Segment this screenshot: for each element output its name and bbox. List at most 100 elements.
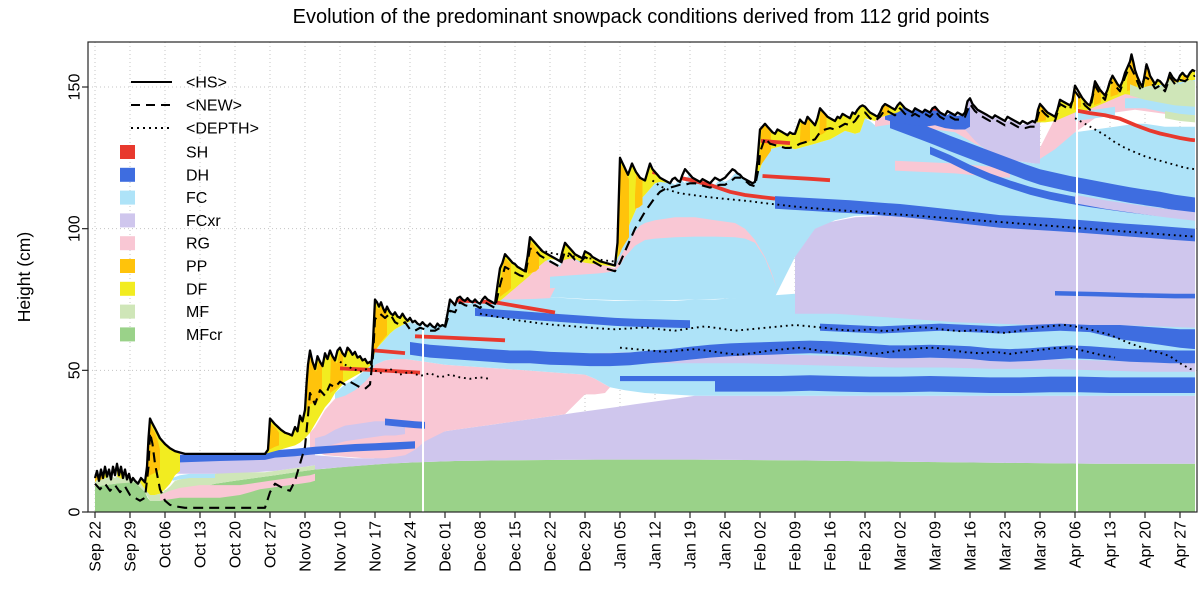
region-pp-g11 <box>800 118 810 146</box>
region-dh-top-mar <box>885 104 970 130</box>
legend-label: DF <box>186 281 208 298</box>
legend-swatch-MFcr <box>120 327 135 342</box>
x-tick-label: Jan 05 <box>613 521 630 569</box>
x-tick-label: Apr 27 <box>1173 521 1190 568</box>
x-tick-label: Nov 03 <box>298 521 315 572</box>
region-dh-h8 <box>475 308 690 329</box>
region-pp-g8 <box>618 163 629 257</box>
legend-swatch-DF <box>120 281 135 296</box>
region-pp-g2 <box>269 422 279 450</box>
region-mf-sep <box>95 465 315 501</box>
region-dh-band-y <box>775 196 1195 242</box>
legend-swatch-SH <box>120 145 135 159</box>
legend-label: DH <box>186 167 209 184</box>
y-tick-label: 100 <box>67 215 84 242</box>
legend-swatch-PP <box>120 259 135 273</box>
x-tick-label: Mar 23 <box>998 521 1015 571</box>
legend-label: MFcr <box>186 327 223 344</box>
x-tick-label: Mar 16 <box>963 521 980 571</box>
region-pp-g9 <box>635 170 643 209</box>
legend-swatch-FCxr <box>120 213 135 228</box>
legend: <HS> <NEW> <DEPTH> SH DH FC FCxr RG PP DF MF MFcr <box>120 75 259 344</box>
legend-label: PP <box>186 259 207 276</box>
x-tick-label: Nov 10 <box>333 521 350 572</box>
legend-label: <DEPTH> <box>186 121 259 138</box>
x-tick-label: Oct 27 <box>263 521 280 568</box>
y-tick-label: 50 <box>67 361 84 379</box>
region-dh-band-x <box>890 112 1195 214</box>
x-tick-label: Sep 22 <box>88 521 105 572</box>
x-tick-label: Dec 15 <box>508 521 525 572</box>
region-pp-g3 <box>307 354 322 416</box>
x-tick-label: Dec 22 <box>543 521 560 572</box>
region-dh-h6 <box>385 418 425 429</box>
x-tick-label: Feb 23 <box>858 521 875 571</box>
region-lav-streak-apr <box>1075 194 1195 221</box>
region-pp-g17 <box>1110 76 1119 97</box>
x-tick-label: Apr 20 <box>1138 521 1155 568</box>
legend-swatch-RG <box>120 236 135 251</box>
axes: Sep 22 Sep 29 Oct 06 Oct 13 Oct 20 Oct 27 Nov … <box>14 41 1198 572</box>
region-lav-main <box>315 395 1195 470</box>
x-tick-label: Dec 01 <box>438 521 455 572</box>
region-dh-h5 <box>170 441 415 463</box>
x-tick-label: Mar 02 <box>893 521 910 571</box>
legend-swatch-MF <box>120 304 135 319</box>
depth-line-3 <box>619 346 1116 359</box>
legend-label: FC <box>186 190 207 207</box>
hs-line <box>93 53 1196 485</box>
region-cyan-streak-dec <box>550 238 775 289</box>
x-tick-label: Sep 29 <box>123 521 140 572</box>
x-tick-label: Jan 19 <box>683 521 700 569</box>
x-tick-label: Oct 13 <box>193 521 210 568</box>
legend-label: <NEW> <box>186 98 242 115</box>
sh-layer-7 <box>760 138 791 145</box>
x-tick-label: Jan 12 <box>648 521 665 569</box>
region-mf-apr-1 <box>1130 79 1195 107</box>
depth-line-1 <box>339 360 491 380</box>
region-dh-h1 <box>410 340 1195 367</box>
region-lav-nov <box>315 421 405 447</box>
region-pink-oct <box>160 473 315 501</box>
region-dh-h3 <box>820 323 1195 350</box>
legend-swatch-FC <box>120 190 135 205</box>
x-tick-label: Apr 06 <box>1068 521 1085 568</box>
y-axis-title: Height (cm) <box>14 232 34 322</box>
sh-layer-4 <box>414 334 506 343</box>
x-tick-label: Mar 09 <box>928 521 945 571</box>
region-lav-upper <box>795 215 1195 328</box>
legend-label: FCxr <box>186 213 221 230</box>
x-tick-label: Feb 02 <box>753 521 770 571</box>
legend-label: <HS> <box>186 75 227 92</box>
x-tick-label: Apr 13 <box>1103 521 1120 568</box>
x-tick-label: Oct 20 <box>228 521 245 568</box>
x-tick-label: Nov 17 <box>368 521 385 572</box>
x-tick-label: Jan 26 <box>718 521 735 569</box>
region-fc-apr-2 <box>1125 98 1195 116</box>
x-tick-label: Dec 29 <box>578 521 595 572</box>
x-tick-label: Oct 06 <box>158 521 175 568</box>
region-pp-g10 <box>760 125 771 167</box>
x-tick-label: Feb 16 <box>823 521 840 571</box>
sh-layer-10 <box>1077 108 1195 143</box>
y-tick-label: 0 <box>67 507 84 516</box>
depth-line-6 <box>1074 117 1196 171</box>
legend-label: RG <box>186 236 210 253</box>
region-cyan-oct <box>172 473 215 481</box>
region-lav-top-mar <box>965 99 1040 164</box>
region-dh-h2-thin <box>620 376 715 382</box>
region-dh-h2 <box>715 375 1195 393</box>
region-mfcr-base <box>95 459 1195 512</box>
legend-label: MF <box>186 304 209 321</box>
stratigraphy-regions <box>95 54 1195 512</box>
x-tick-label: Nov 24 <box>403 521 420 572</box>
sh-layer-6 <box>762 174 831 183</box>
summary-lines <box>93 53 1196 509</box>
x-tick-label: Dec 08 <box>473 521 490 572</box>
region-mf-apr-2 <box>1165 111 1195 123</box>
region-lav-mid-streak <box>595 351 1195 372</box>
region-pink-apr <box>875 87 1195 163</box>
region-dh-wisp <box>1055 291 1195 299</box>
